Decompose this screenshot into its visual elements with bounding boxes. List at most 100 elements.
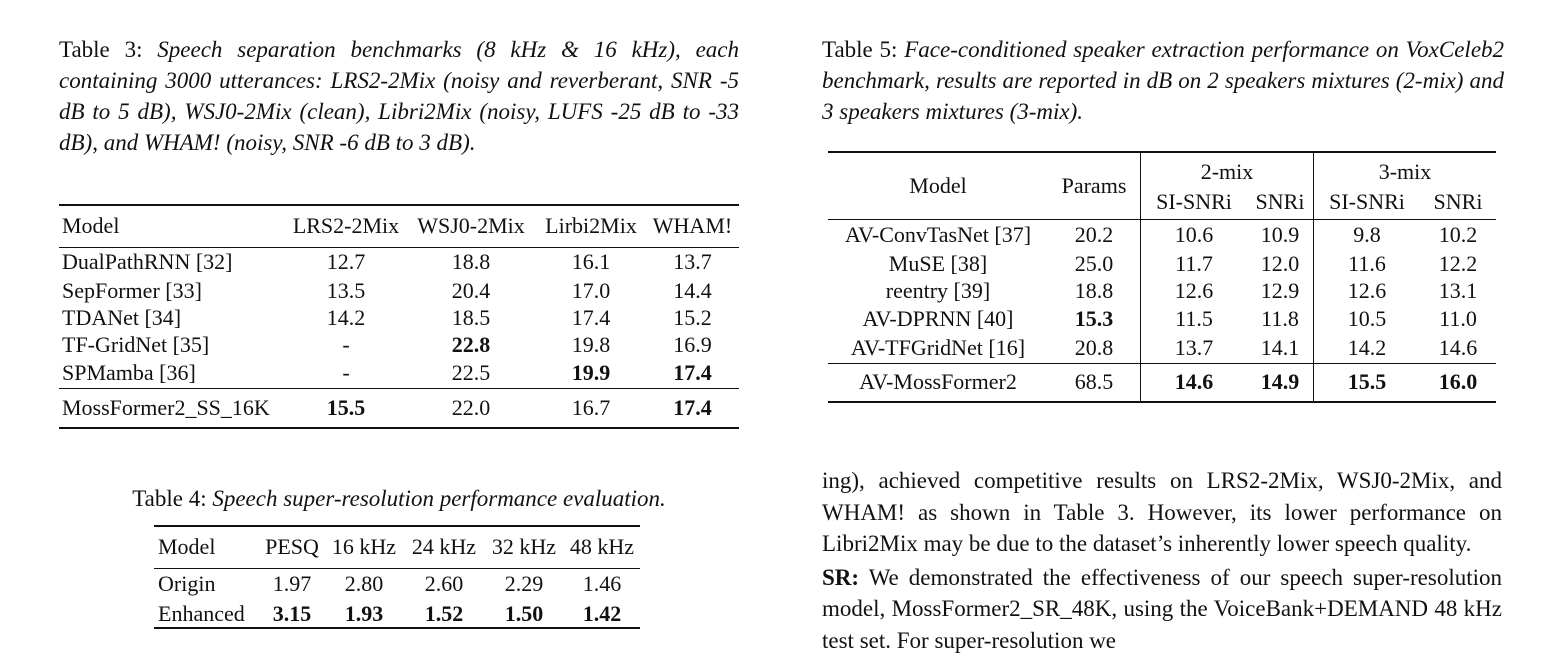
table5-cell: 12.6 [1174, 278, 1214, 304]
table3-cell: 16.1 [571, 249, 611, 275]
table3-cell: 13.7 [673, 249, 712, 275]
table5-cell: 25.0 [1048, 250, 1141, 278]
table5-sub-sisnri-2: SI-SNRi [1156, 188, 1232, 214]
paragraph-1: ing), achieved competitive results on LR… [822, 468, 1502, 556]
table4-cell: 1.42 [582, 600, 622, 626]
table5-header-2mix: 2-mix [1140, 152, 1314, 185]
table3-cell: 14.4 [673, 277, 712, 303]
table3-cell: 19.8 [571, 331, 611, 357]
table4-header-24k: 24 kHz [411, 534, 477, 560]
table5-cell: 15.5 [1347, 369, 1387, 395]
table5-caption-text: Face-conditioned speaker extraction perf… [822, 37, 1505, 124]
table3-header-model: Model [62, 213, 120, 239]
table5-cell: 12.0 [1247, 250, 1314, 278]
paragraph-2-text: We demonstrated the effectiveness of our… [822, 564, 1502, 653]
table5-cell: 10.6 [1174, 221, 1214, 247]
body-text: ing), achieved competitive results on LR… [822, 465, 1502, 656]
table3-header-row: Model LRS2-2Mix WSJ0-2Mix Lirbi2Mix WHAM… [59, 205, 739, 247]
table5-cell: 11.7 [1175, 250, 1213, 276]
table4-label: Table 4: [132, 486, 207, 511]
table3-cell: 13.5 [326, 277, 366, 303]
table4-header-48k: 48 kHz [569, 534, 635, 560]
table5-cell: 10.2 [1438, 221, 1478, 247]
table3-body: DualPathRNN [32] 12.7 18.8 16.1 13.7 SepForme… [59, 247, 739, 388]
table3-block: Table 3: Speech separation benchmarks (8… [59, 34, 739, 429]
table3-cell: 22.8 [451, 331, 491, 357]
table3-label: Table 3: [59, 37, 143, 62]
table4: Model PESQ 16 kHz 24 kHz 32 kHz 48 kHz O… [154, 525, 640, 629]
paragraph-2: SR: We demonstrated the effectiveness of… [822, 562, 1502, 657]
table3-header-lrs2: LRS2-2Mix [292, 213, 400, 239]
table3-cell: 20.4 [451, 277, 491, 303]
table3-row: SPMamba [36] - 22.5 19.9 17.4 [59, 358, 739, 388]
table3-cell: 17.4 [673, 394, 712, 420]
table5-cell: 14.2 [1347, 334, 1387, 360]
table3-cell: TDANet [34] [62, 304, 182, 330]
table4-caption-text: Speech super-resolution performance eval… [212, 486, 666, 511]
table3-cell: 17.4 [673, 359, 712, 385]
table4-header-32k: 32 kHz [491, 534, 557, 560]
table4-caption: Table 4: Speech super-resolution perform… [59, 483, 739, 514]
table3-cell: - [342, 359, 350, 385]
table3-final-body: MossFormer2_SS_16K 15.5 22.0 16.7 17.4 [59, 388, 739, 428]
table3-cell: 16.7 [571, 394, 611, 420]
table4-cell: 1.93 [344, 600, 384, 626]
table5-row: reentry [39] 18.8 12.6 12.9 12.6 13.1 [828, 277, 1496, 305]
table5-sub-snri-2: SNRi [1247, 185, 1314, 219]
table5-cell: 16.0 [1438, 369, 1478, 395]
table5-cell: AV-DPRNN [40] [862, 305, 1014, 331]
table4-cell: 1.97 [272, 571, 312, 597]
table5-cell: 12.9 [1247, 277, 1314, 305]
table4-cell: 2.60 [424, 571, 464, 597]
table4-header-16k: 16 kHz [331, 534, 397, 560]
table5-cell: 13.1 [1438, 278, 1478, 304]
table4-cell: 2.29 [504, 571, 544, 597]
table3-cell: 15.5 [326, 394, 366, 420]
table5-cell: 9.8 [1353, 221, 1381, 247]
table5-cell: 20.8 [1048, 332, 1141, 364]
table3-cell: - [342, 331, 350, 357]
table5-cell: 14.1 [1247, 332, 1314, 364]
table5-cell: 20.2 [1048, 219, 1141, 250]
table4-body: Origin 1.97 2.80 2.60 2.29 1.46 Enhanced 3.15 1.… [154, 568, 640, 628]
table5-header-3mix: 3-mix [1378, 159, 1432, 184]
table5-cell: 18.8 [1048, 277, 1141, 305]
table3-caption: Table 3: Speech separation benchmarks (8… [59, 34, 739, 158]
table5-sub-sisnri-3: SI-SNRi [1329, 188, 1405, 214]
table5-cell: 10.9 [1247, 219, 1314, 250]
table5-row: AV-ConvTasNet [37] 20.2 10.6 10.9 9.8 10.2 [828, 219, 1496, 250]
table4-block: Table 4: Speech super-resolution perform… [59, 483, 739, 629]
table5-cell: 11.6 [1348, 250, 1386, 276]
table4-header-pesq: PESQ [265, 534, 319, 560]
table3-row: DualPathRNN [32] 12.7 18.8 16.1 13.7 [59, 247, 739, 277]
table3-cell: 19.9 [571, 359, 611, 385]
table5-group-row: Model Params 2-mix 3-mix [828, 152, 1496, 219]
table5-sub-snri-3: SNRi [1433, 188, 1483, 214]
table3-cell: TF-GridNet [35] [62, 331, 210, 357]
table3-header-wsj0: WSJ0-2Mix [417, 213, 525, 239]
table3: Model LRS2-2Mix WSJ0-2Mix Lirbi2Mix WHAM… [59, 204, 739, 429]
table5-cell: 68.5 [1048, 363, 1141, 402]
table5-cell: reentry [39] [885, 278, 991, 304]
table3-cell: 16.9 [673, 331, 712, 357]
table5-row: AV-DPRNN [40] 15.3 11.5 11.8 10.5 11.0 [828, 305, 1496, 333]
table3-row: TDANet [34] 14.2 18.5 17.4 15.2 [59, 304, 739, 331]
table4-cell: 3.15 [272, 600, 312, 626]
table3-caption-text: Speech separation benchmarks (8 kHz & 16… [59, 37, 739, 155]
table3-cell: 17.0 [571, 277, 611, 303]
table3-cell: 15.2 [673, 304, 712, 330]
table5-cell: 14.9 [1247, 363, 1314, 402]
table4-row: Origin 1.97 2.80 2.60 2.29 1.46 [154, 568, 640, 600]
table5-cell: AV-MossFormer2 [859, 369, 1017, 395]
table4-cell: 2.80 [344, 571, 384, 597]
table3-cell: 17.4 [571, 304, 611, 330]
table4-cell: 1.46 [582, 571, 622, 597]
table5-final-body: AV-MossFormer2 68.5 14.6 14.9 15.5 16.0 [828, 363, 1496, 402]
table5-cell: AV-TFGridNet [16] [850, 334, 1026, 360]
table5-header-params: Params [1048, 152, 1141, 219]
table3-cell: 14.2 [326, 304, 366, 330]
table5-cell: 15.3 [1048, 305, 1141, 333]
table5-cell: 11.0 [1439, 305, 1477, 331]
table5-label: Table 5: [822, 37, 898, 62]
table5-header-model: Model [909, 172, 967, 198]
